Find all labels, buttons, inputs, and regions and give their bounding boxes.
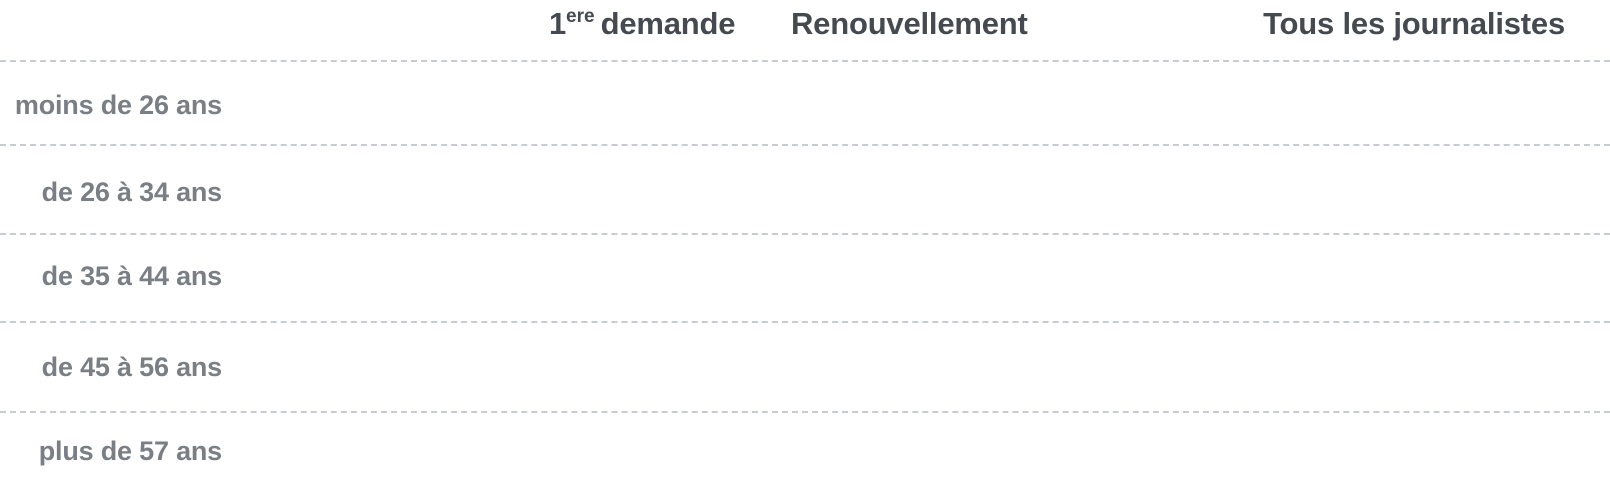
row-divider xyxy=(0,144,1610,146)
row-divider xyxy=(0,233,1610,235)
column-header-renewal: Renouvellement xyxy=(791,6,1028,41)
column-header-all-journalists: Tous les journalistes xyxy=(1263,6,1565,41)
column-header-label: demande xyxy=(600,6,736,41)
row-divider xyxy=(0,60,1610,62)
column-header-number: 1 xyxy=(549,6,567,41)
row-divider xyxy=(0,411,1610,413)
row-label-35-44: de 35 à 44 ans xyxy=(41,261,223,291)
column-header-superscript: ere xyxy=(566,6,595,27)
table-header: 1ere demande Renouvellement Tous les jour… xyxy=(0,0,1610,60)
row-label-over-57: plus de 57 ans xyxy=(38,436,222,466)
row-label-26-34: de 26 à 34 ans xyxy=(41,177,223,207)
column-header-first-request: 1ere demande xyxy=(549,6,735,42)
row-label-45-56: de 45 à 56 ans xyxy=(41,352,223,382)
row-divider xyxy=(0,321,1610,323)
row-label-under-26: moins de 26 ans xyxy=(14,90,222,120)
